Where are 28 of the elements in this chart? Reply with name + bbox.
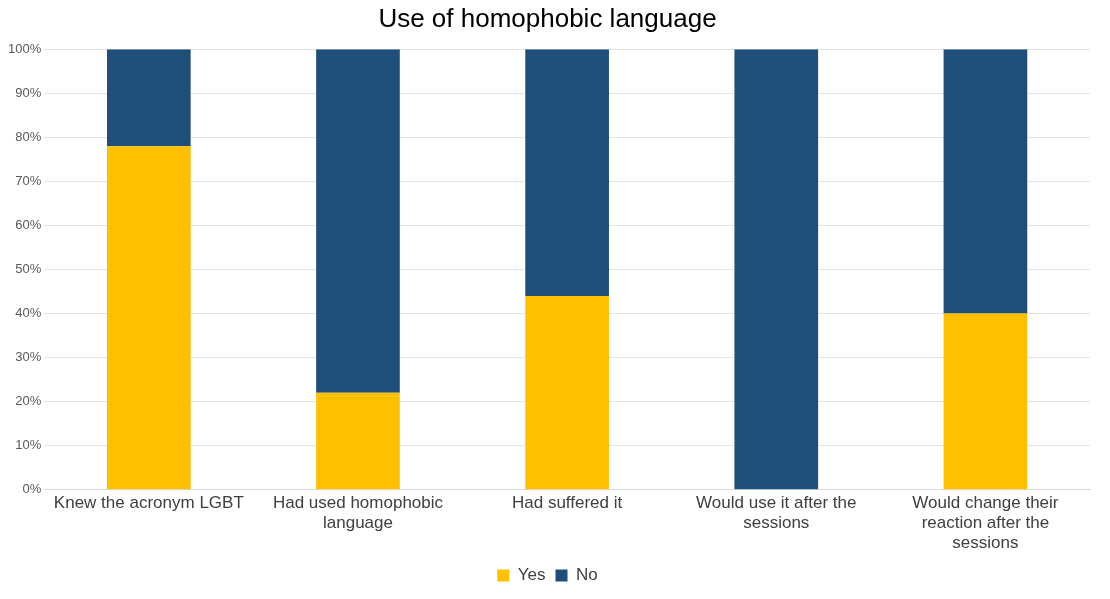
bar — [525, 49, 609, 296]
bar — [316, 49, 400, 393]
bar — [943, 313, 1028, 490]
y-tick-label: 0% — [22, 481, 42, 497]
legend-label: Yes — [517, 565, 546, 585]
bar — [316, 392, 400, 490]
y-tick-label: 10% — [15, 437, 42, 453]
y-tick-label: 20% — [15, 393, 42, 409]
x-tick-label: Had suffered it — [511, 492, 623, 512]
y-tick-label: 80% — [15, 128, 42, 144]
y-tick-label: 50% — [15, 261, 42, 277]
bar — [943, 49, 1028, 314]
y-tick-label: 100% — [8, 40, 42, 56]
y-tick-label: 70% — [15, 172, 42, 188]
y-tick-label: 30% — [15, 349, 42, 365]
y-tick-label: 40% — [15, 305, 42, 321]
x-tick-label: Knew the acronym LGBT — [53, 492, 244, 512]
bar — [734, 49, 819, 490]
bar — [525, 295, 609, 490]
bar — [106, 49, 191, 147]
bar — [106, 146, 191, 490]
x-tick-label: Would use it after the sessions — [696, 492, 857, 533]
chart-title: Use of homophobic language — [378, 2, 717, 33]
legend-label: No — [576, 565, 598, 585]
x-tick-label: Would change their reaction after the sessions — [912, 492, 1059, 553]
y-tick-label: 60% — [15, 217, 42, 233]
x-tick-label: Had used homophobic language — [272, 492, 444, 533]
y-tick-label: 90% — [15, 84, 42, 100]
